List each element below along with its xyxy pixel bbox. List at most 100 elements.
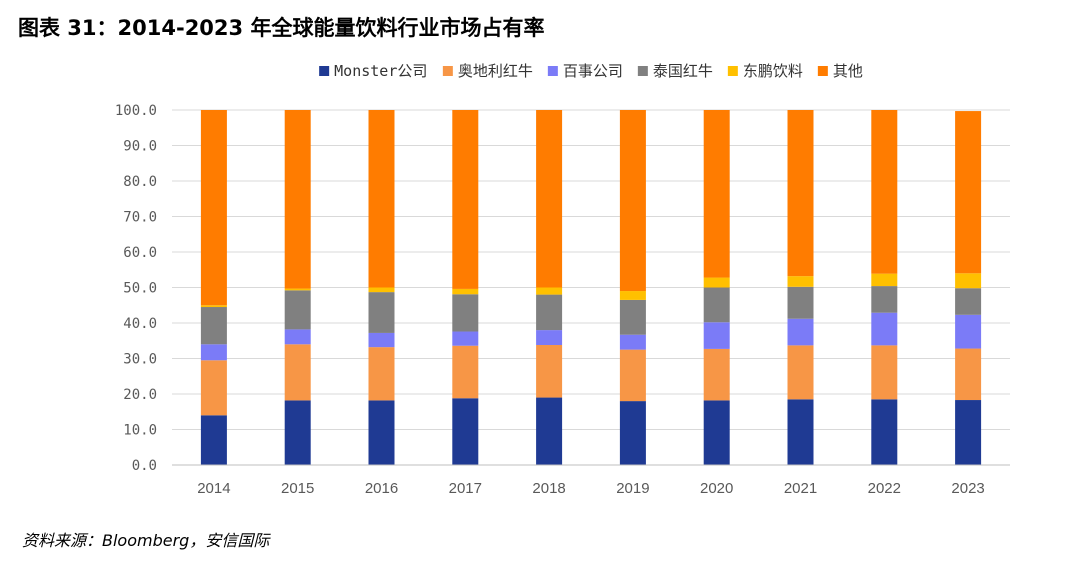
bar-segment [955, 273, 982, 289]
bar-segment [619, 291, 646, 300]
bar-segment [955, 111, 982, 274]
bar-segment [787, 276, 814, 287]
bar-segment [703, 277, 730, 288]
bar-segment [955, 288, 982, 315]
x-tick-label: 2015 [281, 480, 314, 497]
bar-segment [452, 110, 479, 289]
bar-segment [955, 400, 982, 465]
y-tick-label: 40.0 [123, 316, 157, 332]
legend-item: 泰国红牛 [637, 62, 713, 80]
bar-segment [284, 344, 311, 401]
bar-segment [619, 334, 646, 350]
y-tick-label: 80.0 [123, 174, 157, 190]
bar-segment [200, 110, 227, 306]
legend-label: 百事公司 [563, 62, 623, 80]
legend-swatch [637, 66, 648, 76]
x-tick-label: 2017 [449, 480, 482, 497]
x-tick-label: 2019 [616, 480, 649, 497]
y-tick-label: 0.0 [132, 458, 157, 474]
x-tick-label: 2023 [951, 480, 984, 497]
bar-segment [368, 332, 395, 348]
bar-segment [200, 415, 227, 465]
bar-segment [452, 331, 479, 346]
bar-segment [536, 294, 563, 331]
y-tick-label: 60.0 [123, 245, 157, 261]
bar-segment [200, 305, 227, 308]
bar-segment [955, 348, 982, 401]
bar-segment [787, 110, 814, 277]
chart-title: 图表 31：2014-2023 年全球能量饮料行业市场占有率 [18, 16, 545, 40]
bar-segment [284, 400, 311, 465]
legend-item: 奥地利红牛 [442, 62, 533, 80]
bar-segment [200, 344, 227, 361]
y-tick-label: 20.0 [123, 387, 157, 403]
legend-swatch [727, 66, 738, 76]
bar-segment [368, 347, 395, 401]
bar-segment [703, 400, 730, 465]
legend-swatch [442, 66, 453, 76]
bar-segment [871, 273, 898, 287]
bar-segment [368, 110, 395, 288]
bar-segment [452, 345, 479, 399]
x-tick-label: 2018 [532, 480, 565, 497]
y-tick-label: 70.0 [123, 210, 157, 226]
bar-segment [787, 318, 814, 346]
legend-item: 百事公司 [547, 62, 623, 80]
bar-segment [703, 348, 730, 401]
bars [200, 110, 982, 465]
bar-segment [536, 110, 563, 288]
bar-segment [200, 360, 227, 416]
bar-segment [619, 401, 646, 465]
y-tick-label: 10.0 [123, 423, 157, 439]
gridlines [172, 109, 1010, 466]
y-axis: 0.0 10.0 20.0 30.0 40.0 50.0 60.0 70.0 80.0 90.0 1… [115, 103, 157, 474]
legend-item: Monster公司 [319, 62, 427, 80]
bar-segment [703, 287, 730, 323]
bar-segment [871, 312, 898, 346]
bar-segment [452, 288, 479, 295]
bar-segment [787, 399, 814, 465]
bar-segment [703, 322, 730, 349]
bar-segment [284, 110, 311, 289]
bar-segment [536, 287, 563, 295]
x-tick-label: 2016 [365, 480, 398, 497]
bar-segment [284, 288, 311, 291]
x-tick-label: 2021 [784, 480, 817, 497]
x-axis: 2014 2015 2016 2017 2018 2019 2020 2021 2022 2023 [172, 464, 1010, 497]
bar-segment [368, 400, 395, 465]
bar-segment [955, 314, 982, 349]
legend-label: 其他 [833, 62, 863, 80]
bar-segment [536, 345, 563, 398]
y-tick-label: 100.0 [115, 103, 157, 119]
legend-label: 东鹏饮料 [743, 62, 803, 80]
legend: Monster公司 奥地利红牛 百事公司 泰国红牛 东鹏饮料 其他 [319, 62, 863, 80]
legend-swatch [319, 66, 330, 76]
bar-segment [619, 299, 646, 335]
y-tick-label: 30.0 [123, 352, 157, 368]
bar-segment [703, 110, 730, 278]
legend-label: 泰国红牛 [653, 62, 713, 80]
bar-segment [368, 292, 395, 333]
y-tick-label: 50.0 [123, 281, 157, 297]
y-tick-label: 90.0 [123, 139, 157, 155]
bar-segment [284, 329, 311, 345]
x-tick-label: 2014 [197, 480, 230, 497]
bar-segment [284, 290, 311, 330]
bar-segment [619, 110, 646, 292]
bar-segment [452, 398, 479, 465]
source-note: 资料来源：Bloomberg，安信国际 [22, 531, 270, 550]
x-tick-label: 2020 [700, 480, 733, 497]
bar-segment [619, 349, 646, 402]
bar-segment [787, 345, 814, 400]
legend-label: 奥地利红牛 [458, 62, 533, 80]
bar-segment [871, 110, 898, 274]
legend-item: 其他 [817, 62, 863, 80]
bar-segment [536, 397, 563, 465]
bar-segment [871, 399, 898, 465]
bar-segment [536, 330, 563, 346]
legend-label: Monster公司 [334, 62, 427, 80]
legend-item: 东鹏饮料 [727, 62, 803, 80]
legend-swatch [817, 66, 828, 76]
bar-segment [787, 286, 814, 319]
